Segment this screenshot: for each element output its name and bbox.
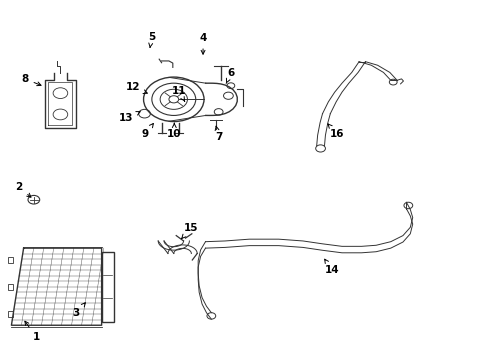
Text: 10: 10 — [167, 123, 181, 139]
Text: 7: 7 — [215, 126, 222, 142]
Text: 16: 16 — [327, 124, 344, 139]
Text: 2: 2 — [16, 182, 31, 197]
Bar — [102, 252, 114, 321]
Bar — [7, 284, 13, 289]
Text: 5: 5 — [148, 32, 155, 48]
Text: 14: 14 — [324, 259, 339, 275]
Bar — [7, 311, 13, 316]
Text: 1: 1 — [25, 321, 40, 342]
Text: 9: 9 — [141, 123, 153, 139]
Text: 4: 4 — [199, 33, 206, 54]
Bar — [7, 257, 13, 262]
Text: 8: 8 — [21, 74, 41, 86]
Text: 6: 6 — [226, 68, 234, 84]
Text: 11: 11 — [171, 86, 185, 101]
Text: 3: 3 — [73, 303, 85, 318]
Text: 12: 12 — [126, 82, 147, 94]
Text: 15: 15 — [182, 224, 198, 239]
Text: 13: 13 — [119, 112, 140, 123]
